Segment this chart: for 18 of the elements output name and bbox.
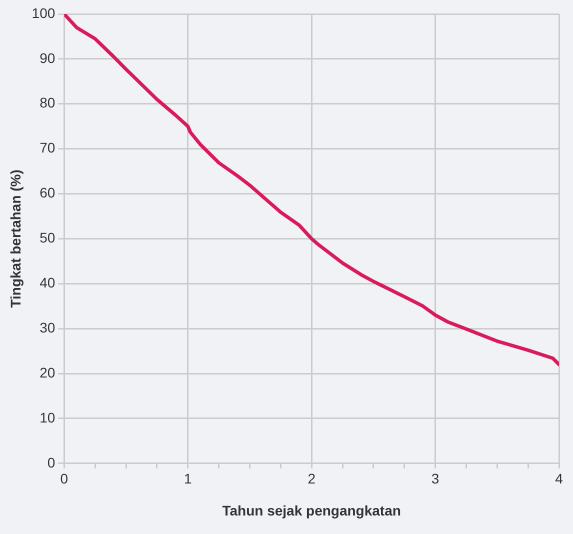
x-tick-label: 4 xyxy=(555,470,564,487)
x-tick-label: 3 xyxy=(431,470,440,487)
y-axis-title: Tingkat bertahan (%) xyxy=(7,170,24,308)
y-tick-label: 100 xyxy=(32,4,56,21)
y-tick-label: 40 xyxy=(40,274,56,290)
x-tick-label: 2 xyxy=(308,470,316,487)
y-tick-label: 90 xyxy=(40,50,56,66)
y-tick-label: 50 xyxy=(40,230,56,246)
y-tick-label: 0 xyxy=(47,454,56,470)
y-tick-label: 30 xyxy=(40,319,56,336)
y-tick-label: 20 xyxy=(40,364,56,380)
y-tick-label: 10 xyxy=(40,409,56,426)
y-tick-label: 80 xyxy=(40,94,56,111)
x-tick-label: 1 xyxy=(184,470,192,487)
x-tick-label: 0 xyxy=(60,470,68,487)
y-tick-label: 70 xyxy=(40,140,56,156)
y-tick-label: 60 xyxy=(40,184,56,201)
x-axis-title: Tahun sejak pengangkatan xyxy=(222,502,401,518)
